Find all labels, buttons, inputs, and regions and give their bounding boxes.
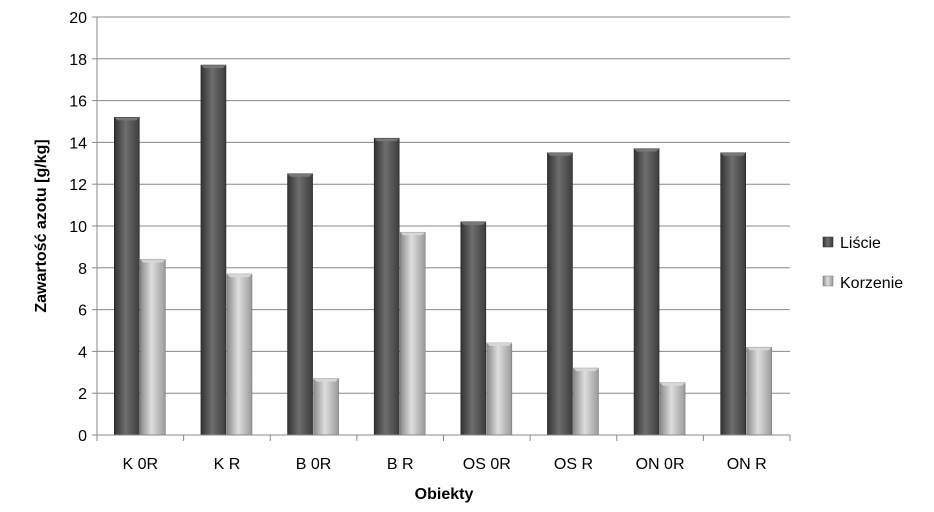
bar-top-face — [114, 117, 140, 121]
bar-liscie — [460, 221, 487, 436]
bar-top-face — [140, 259, 166, 263]
x-tick-label: B 0R — [296, 456, 332, 473]
y-tick-label: 8 — [78, 261, 87, 278]
y-tick-label: 18 — [69, 52, 87, 69]
bar-korzenie — [659, 382, 686, 436]
bar-liscie — [720, 152, 746, 436]
bar-liscie — [547, 152, 573, 436]
y-tick-label: 12 — [69, 177, 87, 194]
bar-top-face — [634, 148, 660, 152]
bar-korzenie — [486, 342, 513, 436]
x-axis-title: Obiekty — [415, 486, 474, 503]
y-tick-label: 4 — [78, 344, 87, 361]
bar-top-face — [547, 152, 573, 156]
bar-korzenie — [746, 346, 772, 436]
y-tick-label: 16 — [69, 94, 87, 111]
bar-liscie — [114, 117, 140, 436]
bar-top-face — [660, 382, 686, 386]
y-tick-label: 6 — [78, 303, 87, 320]
bar-korzenie — [140, 259, 166, 436]
bar-top-face — [460, 221, 486, 225]
x-tick-label: ON 0R — [636, 456, 685, 473]
bar-top-face — [400, 232, 426, 236]
x-tick-label: B R — [387, 456, 414, 473]
bar-top-face — [200, 65, 226, 69]
bar-top-face — [720, 152, 746, 156]
y-tick-label: 0 — [78, 428, 87, 445]
x-tick-label: K 0R — [123, 456, 159, 473]
x-tick-label: K R — [214, 456, 241, 473]
axes — [96, 17, 790, 436]
bar-korzenie — [226, 273, 253, 436]
y-tick-label: 2 — [78, 386, 87, 403]
y-tick-label: 10 — [69, 219, 87, 236]
legend-swatch-korzenie — [822, 275, 834, 287]
bar-top-face — [287, 173, 313, 177]
bar-top-face — [374, 138, 400, 142]
y-axis-title: Zawartość azotu [g/kg] — [33, 139, 50, 312]
bar-liscie — [200, 64, 227, 436]
bar-korzenie — [573, 367, 599, 436]
bar-liscie — [633, 148, 660, 436]
bar-korzenie — [313, 378, 339, 436]
x-tick-label: OS 0R — [463, 456, 511, 473]
bar-top-face — [313, 378, 339, 382]
bar-top-face — [746, 347, 772, 351]
bar-top-face — [486, 343, 512, 347]
legend-label-korzenie: Korzenie — [840, 275, 903, 292]
legend-swatch-liscie — [822, 236, 834, 248]
y-tick-label: 20 — [69, 10, 87, 27]
bar-liscie — [287, 173, 313, 436]
x-tick-label: OS R — [554, 456, 593, 473]
legend: Liście Korzenie — [822, 235, 903, 292]
x-axis-ticks: K 0R K R B 0R B R OS 0R OS R ON 0R ON R — [96, 435, 791, 473]
legend-label-liscie: Liście — [840, 235, 881, 252]
bar-top-face — [226, 274, 252, 278]
bar-korzenie — [399, 231, 426, 436]
bar-top-face — [573, 368, 599, 372]
y-tick-label: 14 — [69, 135, 87, 152]
bar-liscie — [373, 137, 400, 436]
y-axis-ticks: 0 2 4 6 8 10 12 14 16 18 20 — [69, 10, 97, 445]
x-tick-label: ON R — [727, 456, 767, 473]
bars — [114, 64, 772, 436]
